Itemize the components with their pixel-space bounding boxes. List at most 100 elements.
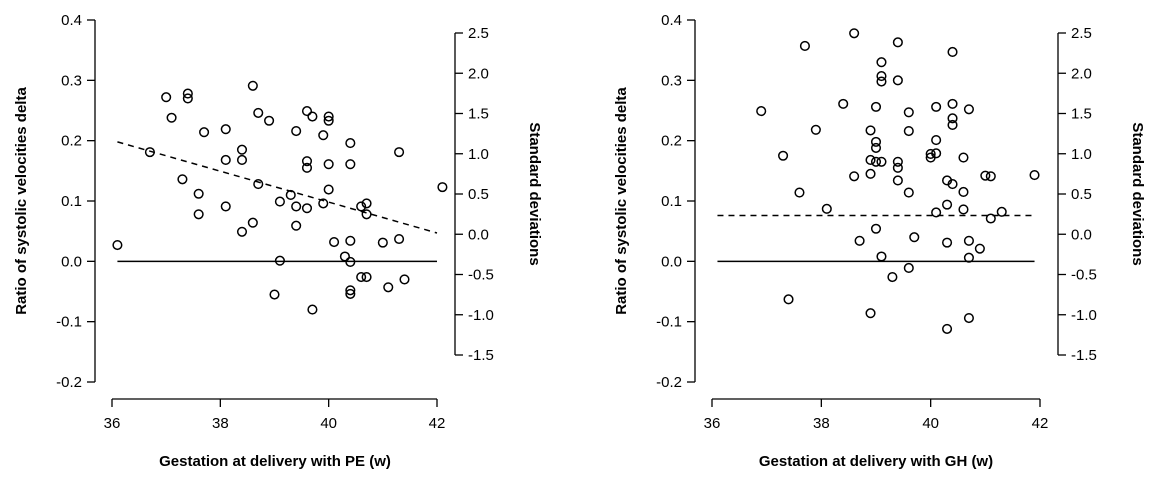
panel-2-data-point [985, 213, 996, 224]
panel-2-x-tick-label: 40 [922, 415, 939, 432]
panel-1-data-point [345, 235, 356, 246]
panel-2-data-point [963, 312, 974, 324]
panel-1-y2-tick-label: -1.5 [468, 347, 494, 364]
panel-1-data-point [177, 174, 188, 185]
panel-2-data-point [849, 171, 860, 182]
panel-1-data-point [361, 271, 372, 283]
panel-2-y-axis-title: Ratio of systolic velocities delta [613, 87, 630, 315]
panel-1-data-point [274, 196, 285, 207]
panel-1-y-tick-label: 0.4 [61, 12, 82, 29]
panel-1-y2-axis-title: Standard deviations [526, 122, 543, 265]
panel-1-data-point [144, 147, 155, 158]
panel-1-data-point [193, 188, 204, 199]
panel-1-data-point [253, 107, 264, 118]
panel-1-data-point [264, 115, 275, 126]
panel-2-data-point [799, 40, 810, 51]
panel-2-data-point [931, 148, 942, 159]
panel-2-data-point [931, 207, 942, 218]
panel-2-data-point [870, 136, 882, 147]
panel-2-data-point [756, 106, 767, 117]
panel-1-data-point [291, 201, 302, 212]
panel-1-data-point [345, 159, 356, 170]
panel-1-data-point [339, 251, 350, 262]
panel-1-data-point [182, 93, 193, 104]
panel-2-data-point [958, 186, 969, 197]
panel-2-data-point [903, 107, 914, 118]
panel-2-x-tick-label: 36 [704, 415, 721, 432]
panel-1: -0.2 -0.1 0.0 0.1 0.2 0.3 0.4 -1.5 -1.0 -0.5 0.0 0.… [13, 12, 543, 470]
panel-1-x-tick-label: 42 [429, 415, 446, 432]
panel-2-y2-tick-label: -1.0 [1071, 307, 1097, 324]
panel-2-y-tick-label: 0.0 [661, 253, 682, 270]
panel-1-y-tick-label: 0.2 [61, 133, 82, 150]
panel-1-data-point [236, 154, 248, 166]
panel-1-y2-tick-label: 0.5 [468, 186, 489, 203]
panel-1-y-tick-label: 0.3 [61, 72, 82, 89]
panel-2-x-tick-label: 38 [813, 415, 830, 432]
panel-2-data-point [903, 187, 914, 198]
panel-1-data-point [301, 162, 313, 173]
panel-2-data-point [892, 37, 903, 48]
panel-1-x-axis-title: Gestation at delivery with PE (w) [159, 453, 391, 470]
panel-2-y2-tick-label: 0.5 [1071, 186, 1092, 203]
panel-1-data-point [247, 217, 258, 228]
panel-1-data-point [323, 115, 334, 126]
panel-1-y-axis-title: Ratio of systolic velocities delta [13, 87, 30, 315]
panel-1-data-point [307, 304, 318, 315]
panel-2-data-point [947, 113, 958, 124]
panel-2-x-axis-title: Gestation at delivery with GH (w) [759, 453, 993, 470]
panel-2-data-point [876, 251, 887, 262]
panel-1-y2-tick-label: 1.5 [468, 106, 489, 123]
panel-1-data-point [307, 111, 318, 122]
panel-1-data-point [356, 271, 367, 283]
panel-2-data-point [876, 76, 887, 87]
panel-1-data-point [394, 147, 405, 158]
panel-1-data-point [220, 124, 231, 135]
panel-2-data-point [947, 119, 958, 131]
panel-2-data-point [963, 235, 974, 246]
panel-1-data-point [394, 233, 405, 245]
panel-1-data-point [161, 92, 172, 103]
panel-2-data-point [783, 294, 794, 305]
panel-1-x-tick-label: 38 [212, 415, 229, 432]
panel-1-y2-tick-label: -1.0 [468, 307, 494, 324]
panel-1-data-point [253, 179, 264, 190]
panel-2-data-point [947, 98, 958, 109]
panel-2-data-point [963, 104, 974, 115]
panel-2-data-point [778, 150, 789, 161]
panel-2-data-point [865, 168, 876, 179]
panel-2-data-point [903, 262, 914, 274]
panel-2-data-point [865, 154, 876, 166]
panel-1-data-point [345, 285, 356, 296]
panel-2-data-point [925, 148, 936, 159]
panel-2-data-point [958, 152, 969, 163]
panel-1-data-point [318, 130, 329, 141]
panel-1-x-tick-label: 36 [104, 415, 121, 432]
panel-2-y-tick-label: -0.2 [656, 374, 682, 391]
panel-1-y2-tick-label: 2.0 [468, 65, 489, 82]
panel-1-y2-tick-label: 2.5 [468, 25, 489, 42]
panel-2-y2-tick-label: 2.5 [1071, 25, 1092, 42]
panel-1-y2-tick-label: 0.0 [468, 226, 489, 243]
panel-2-y-tick-label: 0.3 [661, 72, 682, 89]
panel-1-data-point [166, 112, 177, 123]
panel-1-data-point [301, 156, 313, 167]
panel-2-data-point [810, 124, 821, 135]
panel-1-data-point [112, 239, 123, 251]
panel-1-data-point [345, 138, 356, 149]
panel-1-data-point [329, 236, 340, 248]
panel-1-y-tick-label: -0.1 [56, 314, 82, 331]
panel-1-data-point [220, 154, 231, 166]
panel-2-data-point [870, 142, 882, 153]
panel-2-data-point [931, 101, 942, 112]
panel-2-data-point [947, 46, 958, 58]
panel-2-data-point [892, 162, 903, 173]
panel-2-data-point [876, 71, 887, 82]
panel-1-data-point [182, 88, 193, 99]
panel-1-x-tick-label: 40 [320, 415, 337, 432]
panel-1-data-point [236, 144, 248, 155]
panel-2-data-point [849, 28, 860, 39]
panel-2-data-point [942, 323, 953, 334]
panel-2-data-point [931, 135, 942, 146]
panel-1-y-tick-label: 0.0 [61, 253, 82, 270]
